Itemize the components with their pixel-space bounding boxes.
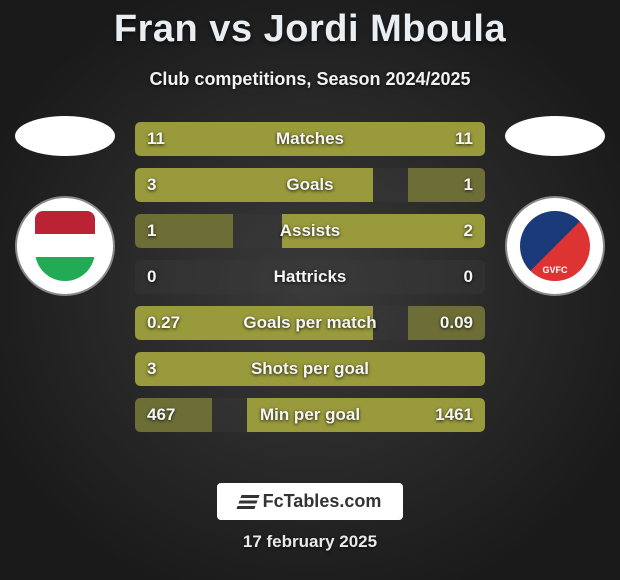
fctables-brand[interactable]: FcTables.com	[217, 483, 404, 520]
stat-row: 3Shots per goal	[135, 352, 485, 386]
stat-label: Goals	[135, 175, 485, 195]
stat-label: Assists	[135, 221, 485, 241]
stat-label: Min per goal	[135, 405, 485, 425]
stat-label: Shots per goal	[135, 359, 485, 379]
page-title: Fran vs Jordi Mboula	[0, 0, 620, 51]
right-player-flag	[505, 116, 605, 156]
stat-row: 4671461Min per goal	[135, 398, 485, 432]
stat-row: 31Goals	[135, 168, 485, 202]
shield-icon	[35, 211, 95, 281]
stat-row: 12Assists	[135, 214, 485, 248]
stats-area: 1111Matches 31Goals 12Assists 00Hattricks 0.…	[0, 110, 620, 432]
date-label: 17 february 2025	[0, 532, 620, 552]
stat-row: 00Hattricks	[135, 260, 485, 294]
bars-icon	[236, 495, 259, 509]
brand-label: FcTables.com	[263, 491, 382, 512]
stat-label: Hattricks	[135, 267, 485, 287]
subtitle: Club competitions, Season 2024/2025	[0, 69, 620, 90]
stat-label: Matches	[135, 129, 485, 149]
rooster-icon	[520, 211, 590, 281]
gil-vicente-crest	[505, 196, 605, 296]
footer: FcTables.com	[0, 483, 620, 520]
stat-label: Goals per match	[135, 313, 485, 333]
stat-row: 0.270.09Goals per match	[135, 306, 485, 340]
left-player-column	[5, 110, 125, 296]
left-player-flag	[15, 116, 115, 156]
stat-bars: 1111Matches 31Goals 12Assists 00Hattricks 0.…	[135, 122, 485, 432]
stat-row: 1111Matches	[135, 122, 485, 156]
right-player-column	[495, 110, 615, 296]
braga-crest	[15, 196, 115, 296]
